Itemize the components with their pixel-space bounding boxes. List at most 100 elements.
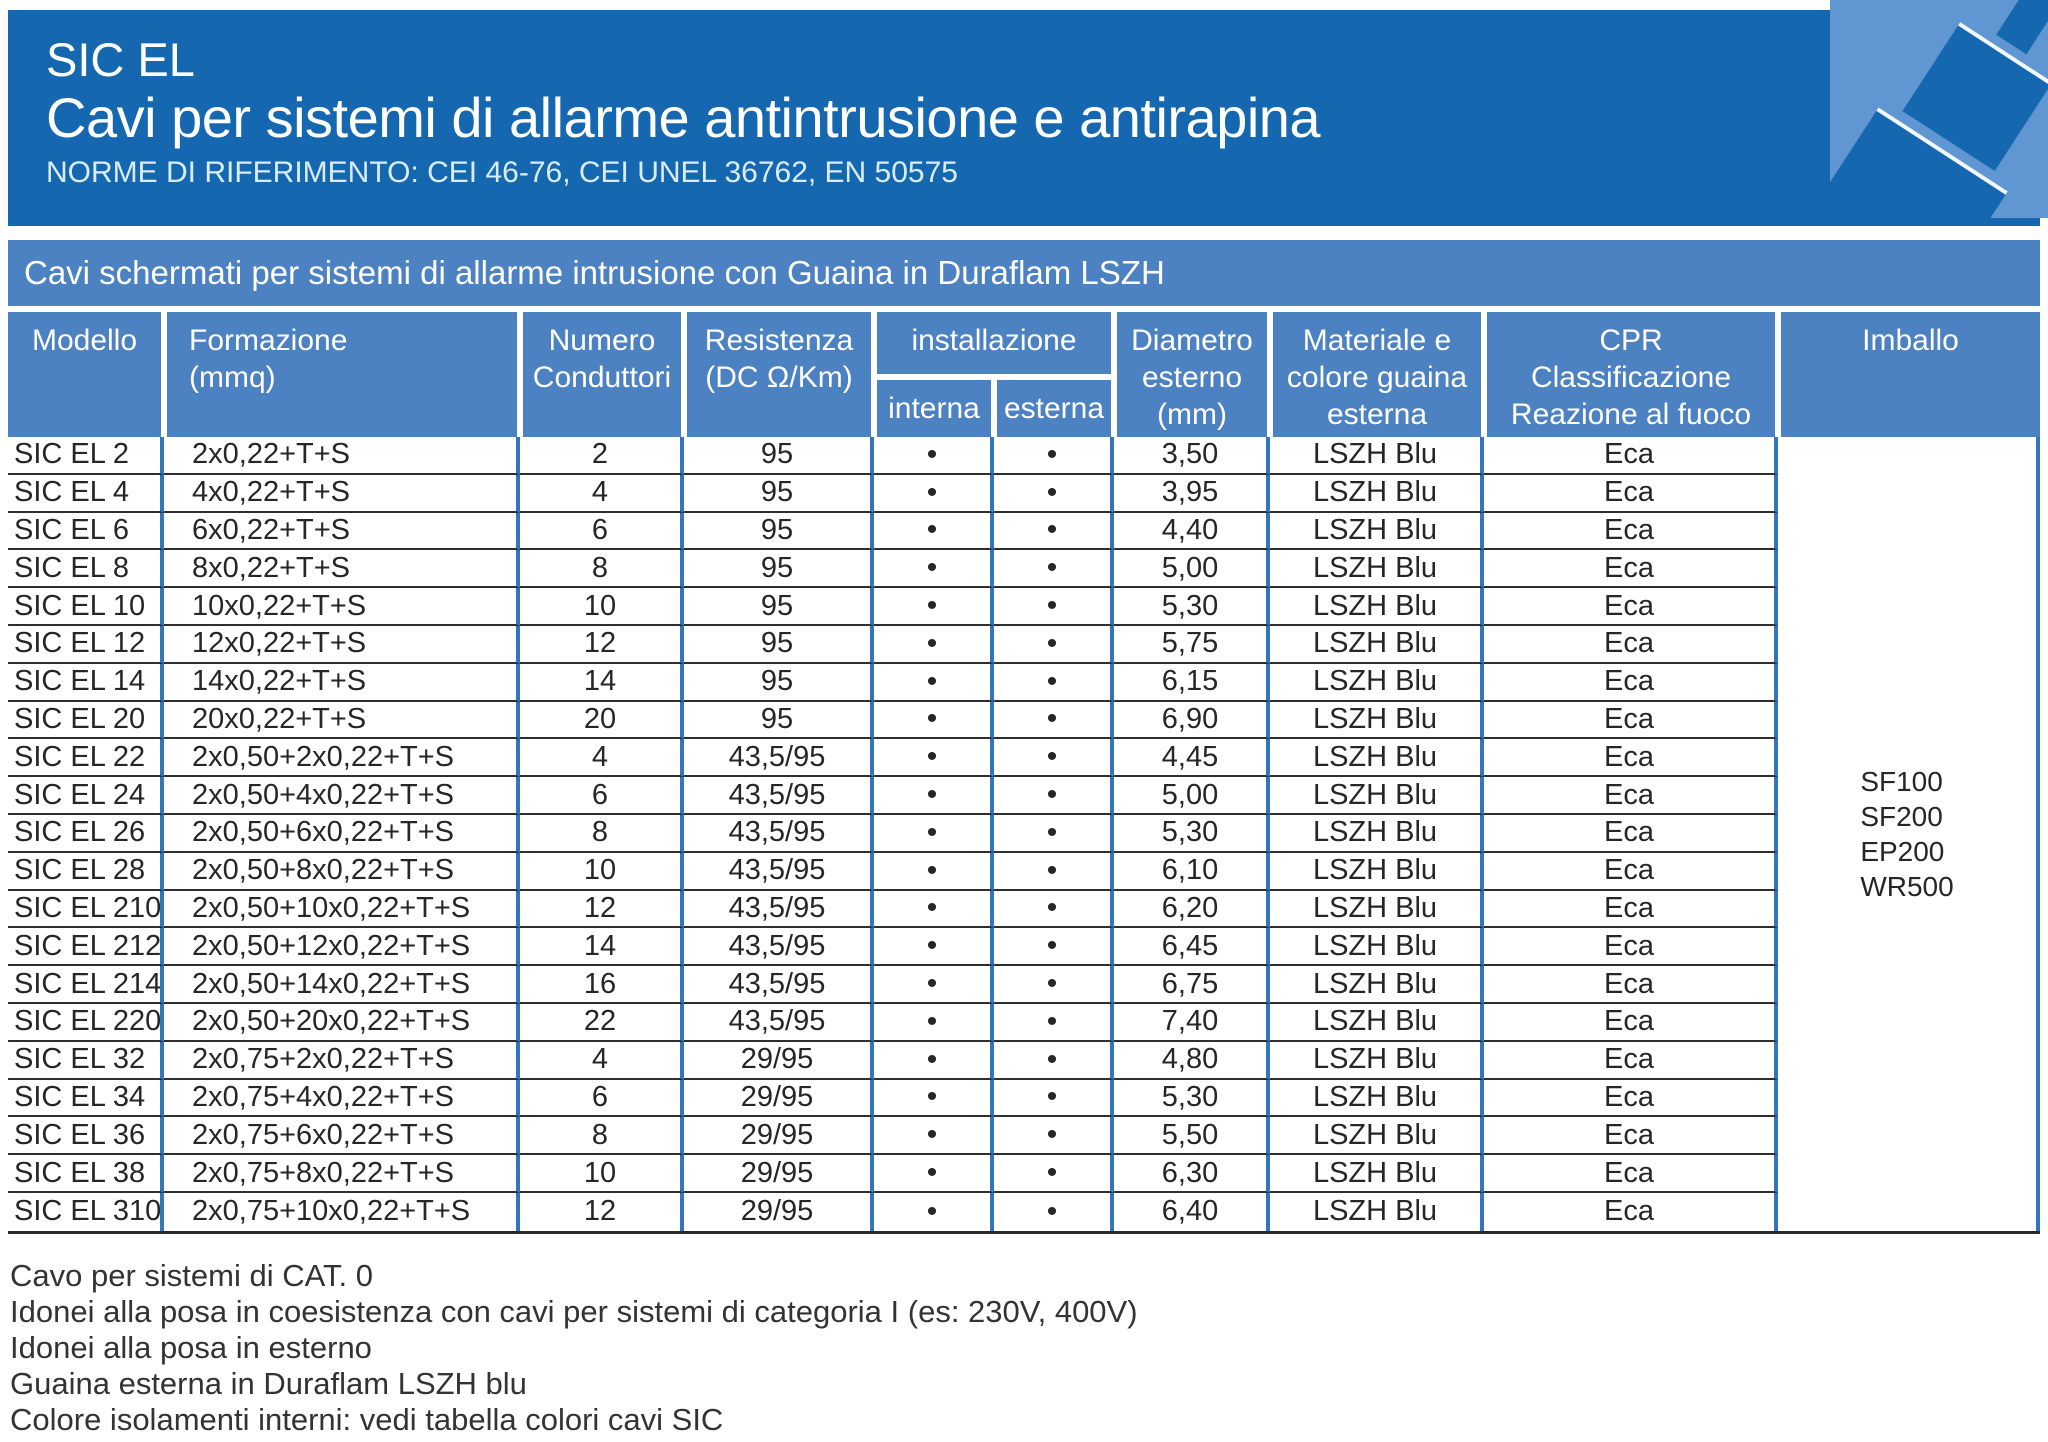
cell-resistenza: 29/95 xyxy=(684,1117,874,1156)
cell-conduttori: 4 xyxy=(520,739,684,778)
cell-formazione: 14x0,22+T+S xyxy=(164,663,520,702)
cell-installazione-esterna-dot: • xyxy=(994,739,1114,778)
cell-resistenza: 29/95 xyxy=(684,1079,874,1118)
imballo-line: WR500 xyxy=(1860,870,1954,902)
cell-conduttori: 12 xyxy=(520,1192,684,1231)
cell-conduttori: 14 xyxy=(520,663,684,702)
cell-formazione: 2x0,50+12x0,22+T+S xyxy=(164,928,520,967)
cell-formazione: 2x0,75+8x0,22+T+S xyxy=(164,1155,520,1193)
cell-modello: SIC EL 220 xyxy=(8,1003,164,1042)
cell-installazione-esterna-dot: • xyxy=(994,1192,1114,1231)
cell-cpr: Eca xyxy=(1484,1155,1778,1193)
installazione-subheaders: interna esterna xyxy=(877,380,1111,437)
cell-formazione: 2x0,50+6x0,22+T+S xyxy=(164,814,520,853)
cell-diametro: 5,00 xyxy=(1114,777,1270,815)
cell-formazione: 12x0,22+T+S xyxy=(164,625,520,664)
column-header-formazione: Formazione (mmq) xyxy=(167,312,517,437)
cell-guaina: LSZH Blu xyxy=(1270,701,1484,740)
cell-modello: SIC EL 210 xyxy=(8,890,164,929)
column-header-esterna: esterna xyxy=(997,380,1111,437)
cell-conduttori: 20 xyxy=(520,701,684,740)
cell-diametro: 7,40 xyxy=(1114,1003,1270,1042)
cell-cpr: Eca xyxy=(1484,1192,1778,1231)
cell-modello: SIC EL 28 xyxy=(8,852,164,891)
cell-installazione-interna-dot: • xyxy=(874,1117,994,1156)
cell-installazione-interna-dot: • xyxy=(874,739,994,778)
cell-guaina: LSZH Blu xyxy=(1270,852,1484,891)
cell-resistenza: 43,5/95 xyxy=(684,739,874,778)
cell-installazione-interna-dot: • xyxy=(874,1155,994,1193)
cell-resistenza: 95 xyxy=(684,625,874,664)
cell-cpr: Eca xyxy=(1484,663,1778,702)
cell-diametro: 6,10 xyxy=(1114,852,1270,891)
note-line: Idonei alla posa in coesistenza con cavi… xyxy=(10,1294,1138,1329)
cell-diametro: 6,30 xyxy=(1114,1155,1270,1193)
cell-cpr: Eca xyxy=(1484,739,1778,778)
cell-cpr: Eca xyxy=(1484,1003,1778,1042)
cell-modello: SIC EL 12 xyxy=(8,625,164,664)
cell-diametro: 3,50 xyxy=(1114,437,1270,475)
cell-resistenza: 95 xyxy=(684,512,874,551)
cell-guaina: LSZH Blu xyxy=(1270,512,1484,551)
imballo-line: EP200 xyxy=(1860,835,1945,867)
cell-cpr: Eca xyxy=(1484,928,1778,967)
cell-modello: SIC EL 10 xyxy=(8,588,164,626)
cell-installazione-interna-dot: • xyxy=(874,437,994,475)
cell-modello: SIC EL 4 xyxy=(8,474,164,513)
cell-installazione-interna-dot: • xyxy=(874,588,994,626)
cell-installazione-esterna-dot: • xyxy=(994,928,1114,967)
cell-installazione-esterna-dot: • xyxy=(994,550,1114,589)
section-band: Cavi schermati per sistemi di allarme in… xyxy=(8,240,2040,306)
cell-guaina: LSZH Blu xyxy=(1270,814,1484,853)
cell-installazione-interna-dot: • xyxy=(874,814,994,853)
cell-modello: SIC EL 38 xyxy=(8,1155,164,1193)
cell-cpr: Eca xyxy=(1484,1117,1778,1156)
cell-installazione-interna-dot: • xyxy=(874,474,994,513)
cell-conduttori: 22 xyxy=(520,1003,684,1042)
cell-formazione: 2x0,50+10x0,22+T+S xyxy=(164,890,520,929)
cell-formazione: 6x0,22+T+S xyxy=(164,512,520,551)
cell-installazione-interna-dot: • xyxy=(874,1003,994,1042)
cable-illustration xyxy=(1830,0,2048,218)
page-header: SIC EL Cavi per sistemi di allarme antin… xyxy=(8,10,2040,226)
cell-formazione: 2x0,75+10x0,22+T+S xyxy=(164,1192,520,1231)
column-header-installazione-group: installazione interna esterna xyxy=(877,312,1111,437)
cell-formazione: 2x0,75+6x0,22+T+S xyxy=(164,1117,520,1156)
cell-modello: SIC EL 36 xyxy=(8,1117,164,1156)
cell-diametro: 4,80 xyxy=(1114,1041,1270,1080)
cell-installazione-interna-dot: • xyxy=(874,512,994,551)
cell-cpr: Eca xyxy=(1484,701,1778,740)
cell-installazione-interna-dot: • xyxy=(874,928,994,967)
cell-modello: SIC EL 214 xyxy=(8,966,164,1004)
cell-cpr: Eca xyxy=(1484,474,1778,513)
table-body: SF100 SF200 EP200 WR500 SIC EL 2 2x0,22+… xyxy=(8,437,2040,1234)
cell-diametro: 5,30 xyxy=(1114,814,1270,853)
cell-formazione: 2x0,50+8x0,22+T+S xyxy=(164,852,520,891)
cell-diametro: 5,30 xyxy=(1114,1079,1270,1118)
cell-guaina: LSZH Blu xyxy=(1270,1079,1484,1118)
cell-installazione-interna-dot: • xyxy=(874,1192,994,1231)
note-line: Cavo per sistemi di CAT. 0 xyxy=(10,1258,373,1293)
cell-resistenza: 43,5/95 xyxy=(684,890,874,929)
cell-installazione-interna-dot: • xyxy=(874,852,994,891)
cell-resistenza: 43,5/95 xyxy=(684,777,874,815)
cell-formazione: 2x0,75+2x0,22+T+S xyxy=(164,1041,520,1080)
cell-installazione-esterna-dot: • xyxy=(994,625,1114,664)
cell-resistenza: 29/95 xyxy=(684,1155,874,1193)
cell-installazione-esterna-dot: • xyxy=(994,701,1114,740)
cell-resistenza: 95 xyxy=(684,474,874,513)
cell-diametro: 6,45 xyxy=(1114,928,1270,967)
column-header-installazione: installazione xyxy=(877,312,1111,374)
cell-installazione-esterna-dot: • xyxy=(994,437,1114,475)
cell-modello: SIC EL 32 xyxy=(8,1041,164,1080)
cell-modello: SIC EL 22 xyxy=(8,739,164,778)
cell-resistenza: 95 xyxy=(684,701,874,740)
cell-diametro: 4,45 xyxy=(1114,739,1270,778)
cell-modello: SIC EL 34 xyxy=(8,1079,164,1118)
brand-title: SIC EL xyxy=(46,33,195,86)
cell-installazione-esterna-dot: • xyxy=(994,814,1114,853)
note-line: Guaina esterna in Duraflam LSZH blu xyxy=(10,1366,527,1401)
cell-formazione: 2x0,50+20x0,22+T+S xyxy=(164,1003,520,1042)
cell-diametro: 6,75 xyxy=(1114,966,1270,1004)
